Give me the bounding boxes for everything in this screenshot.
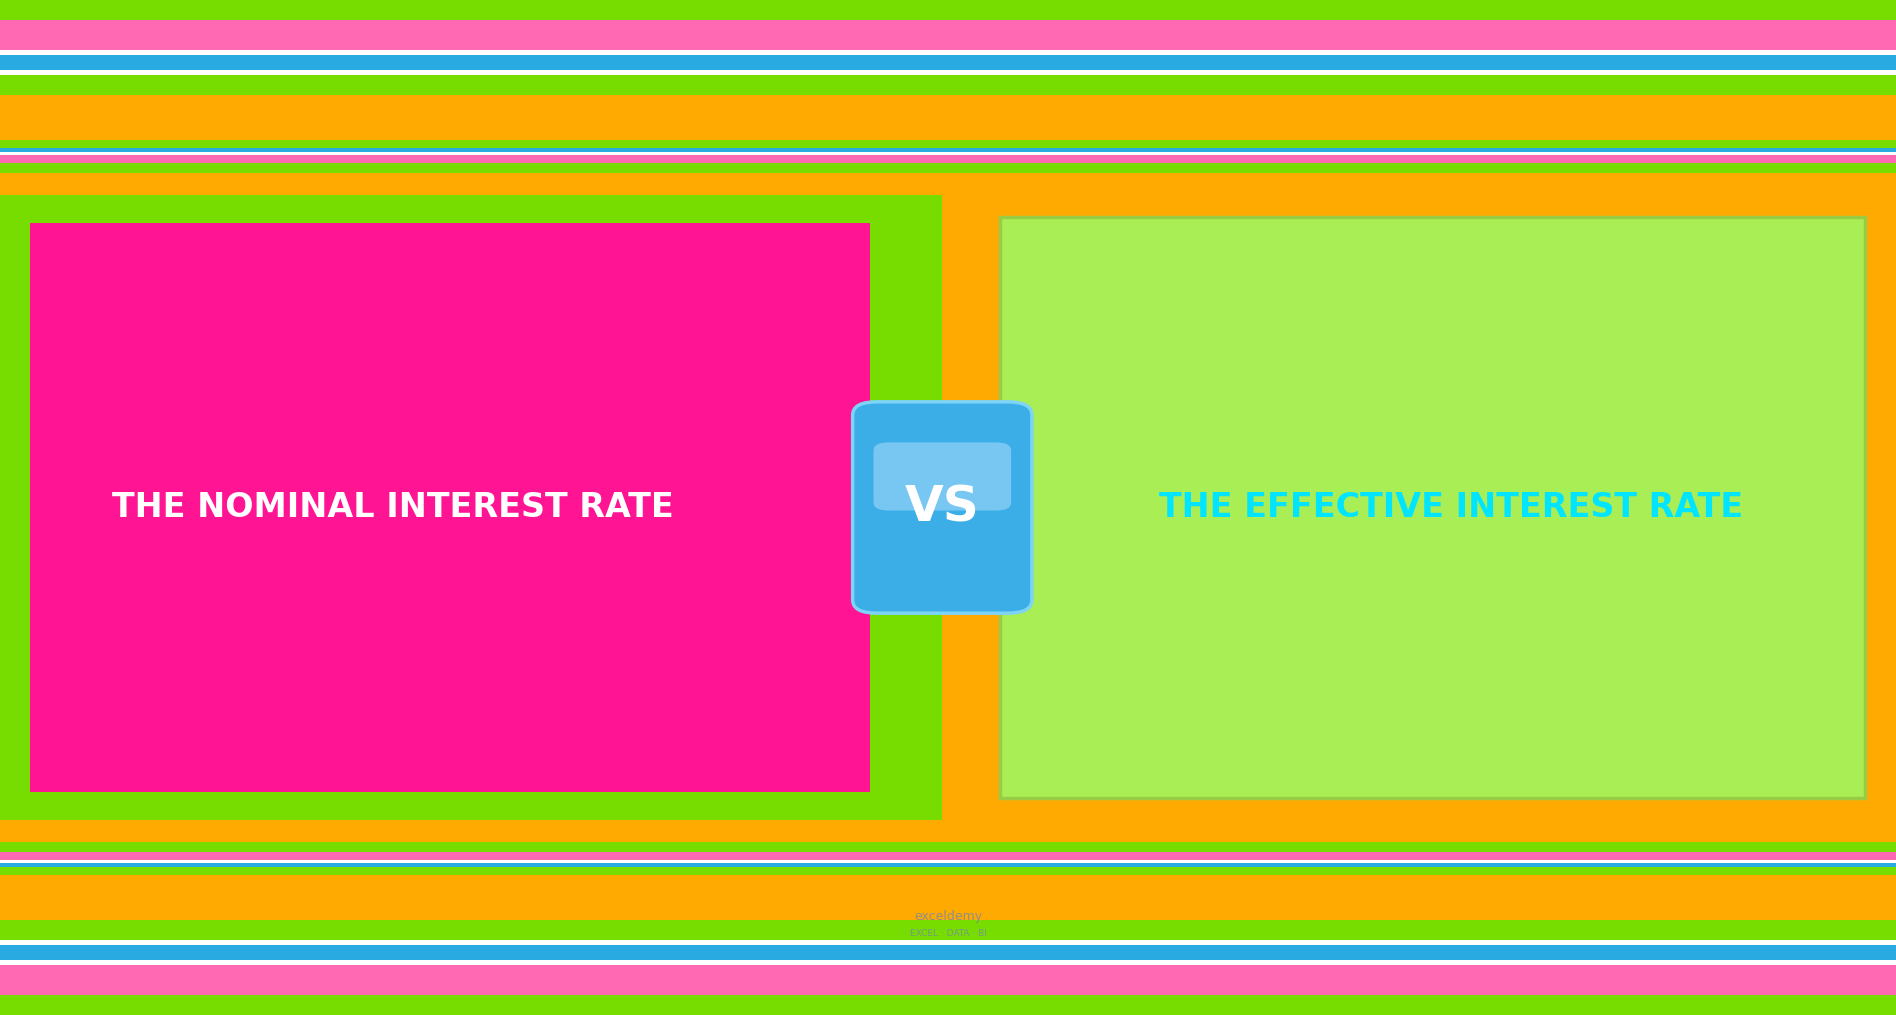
Bar <box>0 173 1896 195</box>
FancyBboxPatch shape <box>853 402 1031 613</box>
Bar <box>0 0 1896 20</box>
Bar <box>0 155 1896 163</box>
Text: EXCEL · DATA · BI: EXCEL · DATA · BI <box>910 929 986 938</box>
Bar <box>0 75 1896 95</box>
FancyBboxPatch shape <box>874 443 1011 511</box>
Bar <box>0 920 1896 940</box>
Bar <box>0 863 1896 867</box>
Text: VS: VS <box>904 483 980 532</box>
Bar <box>0 842 1896 852</box>
Bar <box>0 820 1896 842</box>
Bar <box>30 223 870 792</box>
Bar <box>0 173 1896 842</box>
Bar <box>0 55 1896 70</box>
Bar <box>942 195 1896 820</box>
Bar <box>0 965 1896 995</box>
Bar <box>0 852 1896 860</box>
Text: exceldemy: exceldemy <box>914 910 982 923</box>
Text: THE EFFECTIVE INTEREST RATE: THE EFFECTIVE INTEREST RATE <box>1158 491 1744 524</box>
Bar <box>0 20 1896 50</box>
Bar <box>0 867 1896 875</box>
Bar <box>0 140 1896 148</box>
Bar <box>0 945 1896 960</box>
Bar <box>0 860 1896 863</box>
Bar <box>0 163 1896 173</box>
Bar <box>0 995 1896 1015</box>
Bar <box>0 960 1896 965</box>
Text: THE NOMINAL INTEREST RATE: THE NOMINAL INTEREST RATE <box>112 491 673 524</box>
Bar <box>999 217 1866 798</box>
Bar <box>0 50 1896 55</box>
Bar <box>0 152 1896 155</box>
Bar <box>0 148 1896 152</box>
Bar <box>0 70 1896 75</box>
Bar <box>0 940 1896 945</box>
